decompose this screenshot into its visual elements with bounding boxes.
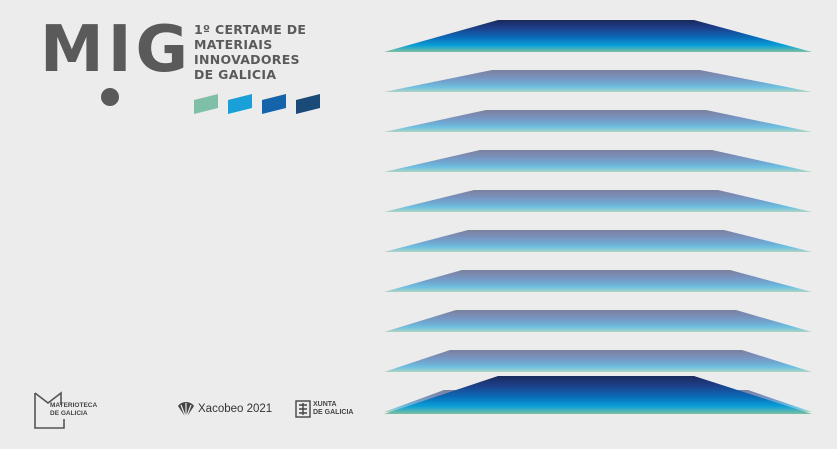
pyramid-layer xyxy=(384,70,812,92)
pyramid-layer xyxy=(384,230,812,252)
logo-dot xyxy=(101,88,119,106)
swatch-4 xyxy=(296,94,320,114)
materioteca-line-2: DE GALICIA xyxy=(50,410,88,417)
xacobeo-shell-icon xyxy=(178,402,194,419)
xacobeo-label: Xacobeo 2021 xyxy=(198,403,273,415)
materioteca-label: MATERIOTECA DE GALICIA xyxy=(50,402,110,418)
pyramid-layer xyxy=(384,190,812,212)
materioteca-line-1: MATERIOTECA xyxy=(50,402,98,409)
pyramid-layer xyxy=(384,350,812,372)
pyramid-layer xyxy=(384,310,812,332)
pyramid-layer xyxy=(384,270,812,292)
mig-logo: MIG xyxy=(40,13,193,87)
layered-pyramid-graphic xyxy=(384,20,812,414)
pyramid-layer xyxy=(384,20,812,52)
swatch-2 xyxy=(228,94,252,114)
title-line-4: DE GALICIA xyxy=(194,67,277,82)
event-title: 1º CERTAME DE MATERIAIS INNOVADORES DE G… xyxy=(194,22,344,82)
title-line-3: INNOVADORES xyxy=(194,52,300,67)
swatch-1 xyxy=(194,94,218,114)
xunta-label: XUNTA DE GALICIA xyxy=(313,401,353,417)
title-line-1: 1º CERTAME DE xyxy=(194,22,307,37)
xunta-crest-icon xyxy=(295,400,311,418)
swatch-3 xyxy=(262,94,286,114)
xunta-line-2: DE GALICIA xyxy=(313,409,354,416)
pyramid-base-layer xyxy=(384,376,812,414)
pyramid-layer xyxy=(384,150,812,172)
title-line-2: MATERIAIS xyxy=(194,37,273,52)
xunta-line-1: XUNTA xyxy=(313,401,337,408)
materioteca-logo-icon xyxy=(34,391,65,429)
pyramid-layer xyxy=(384,110,812,132)
